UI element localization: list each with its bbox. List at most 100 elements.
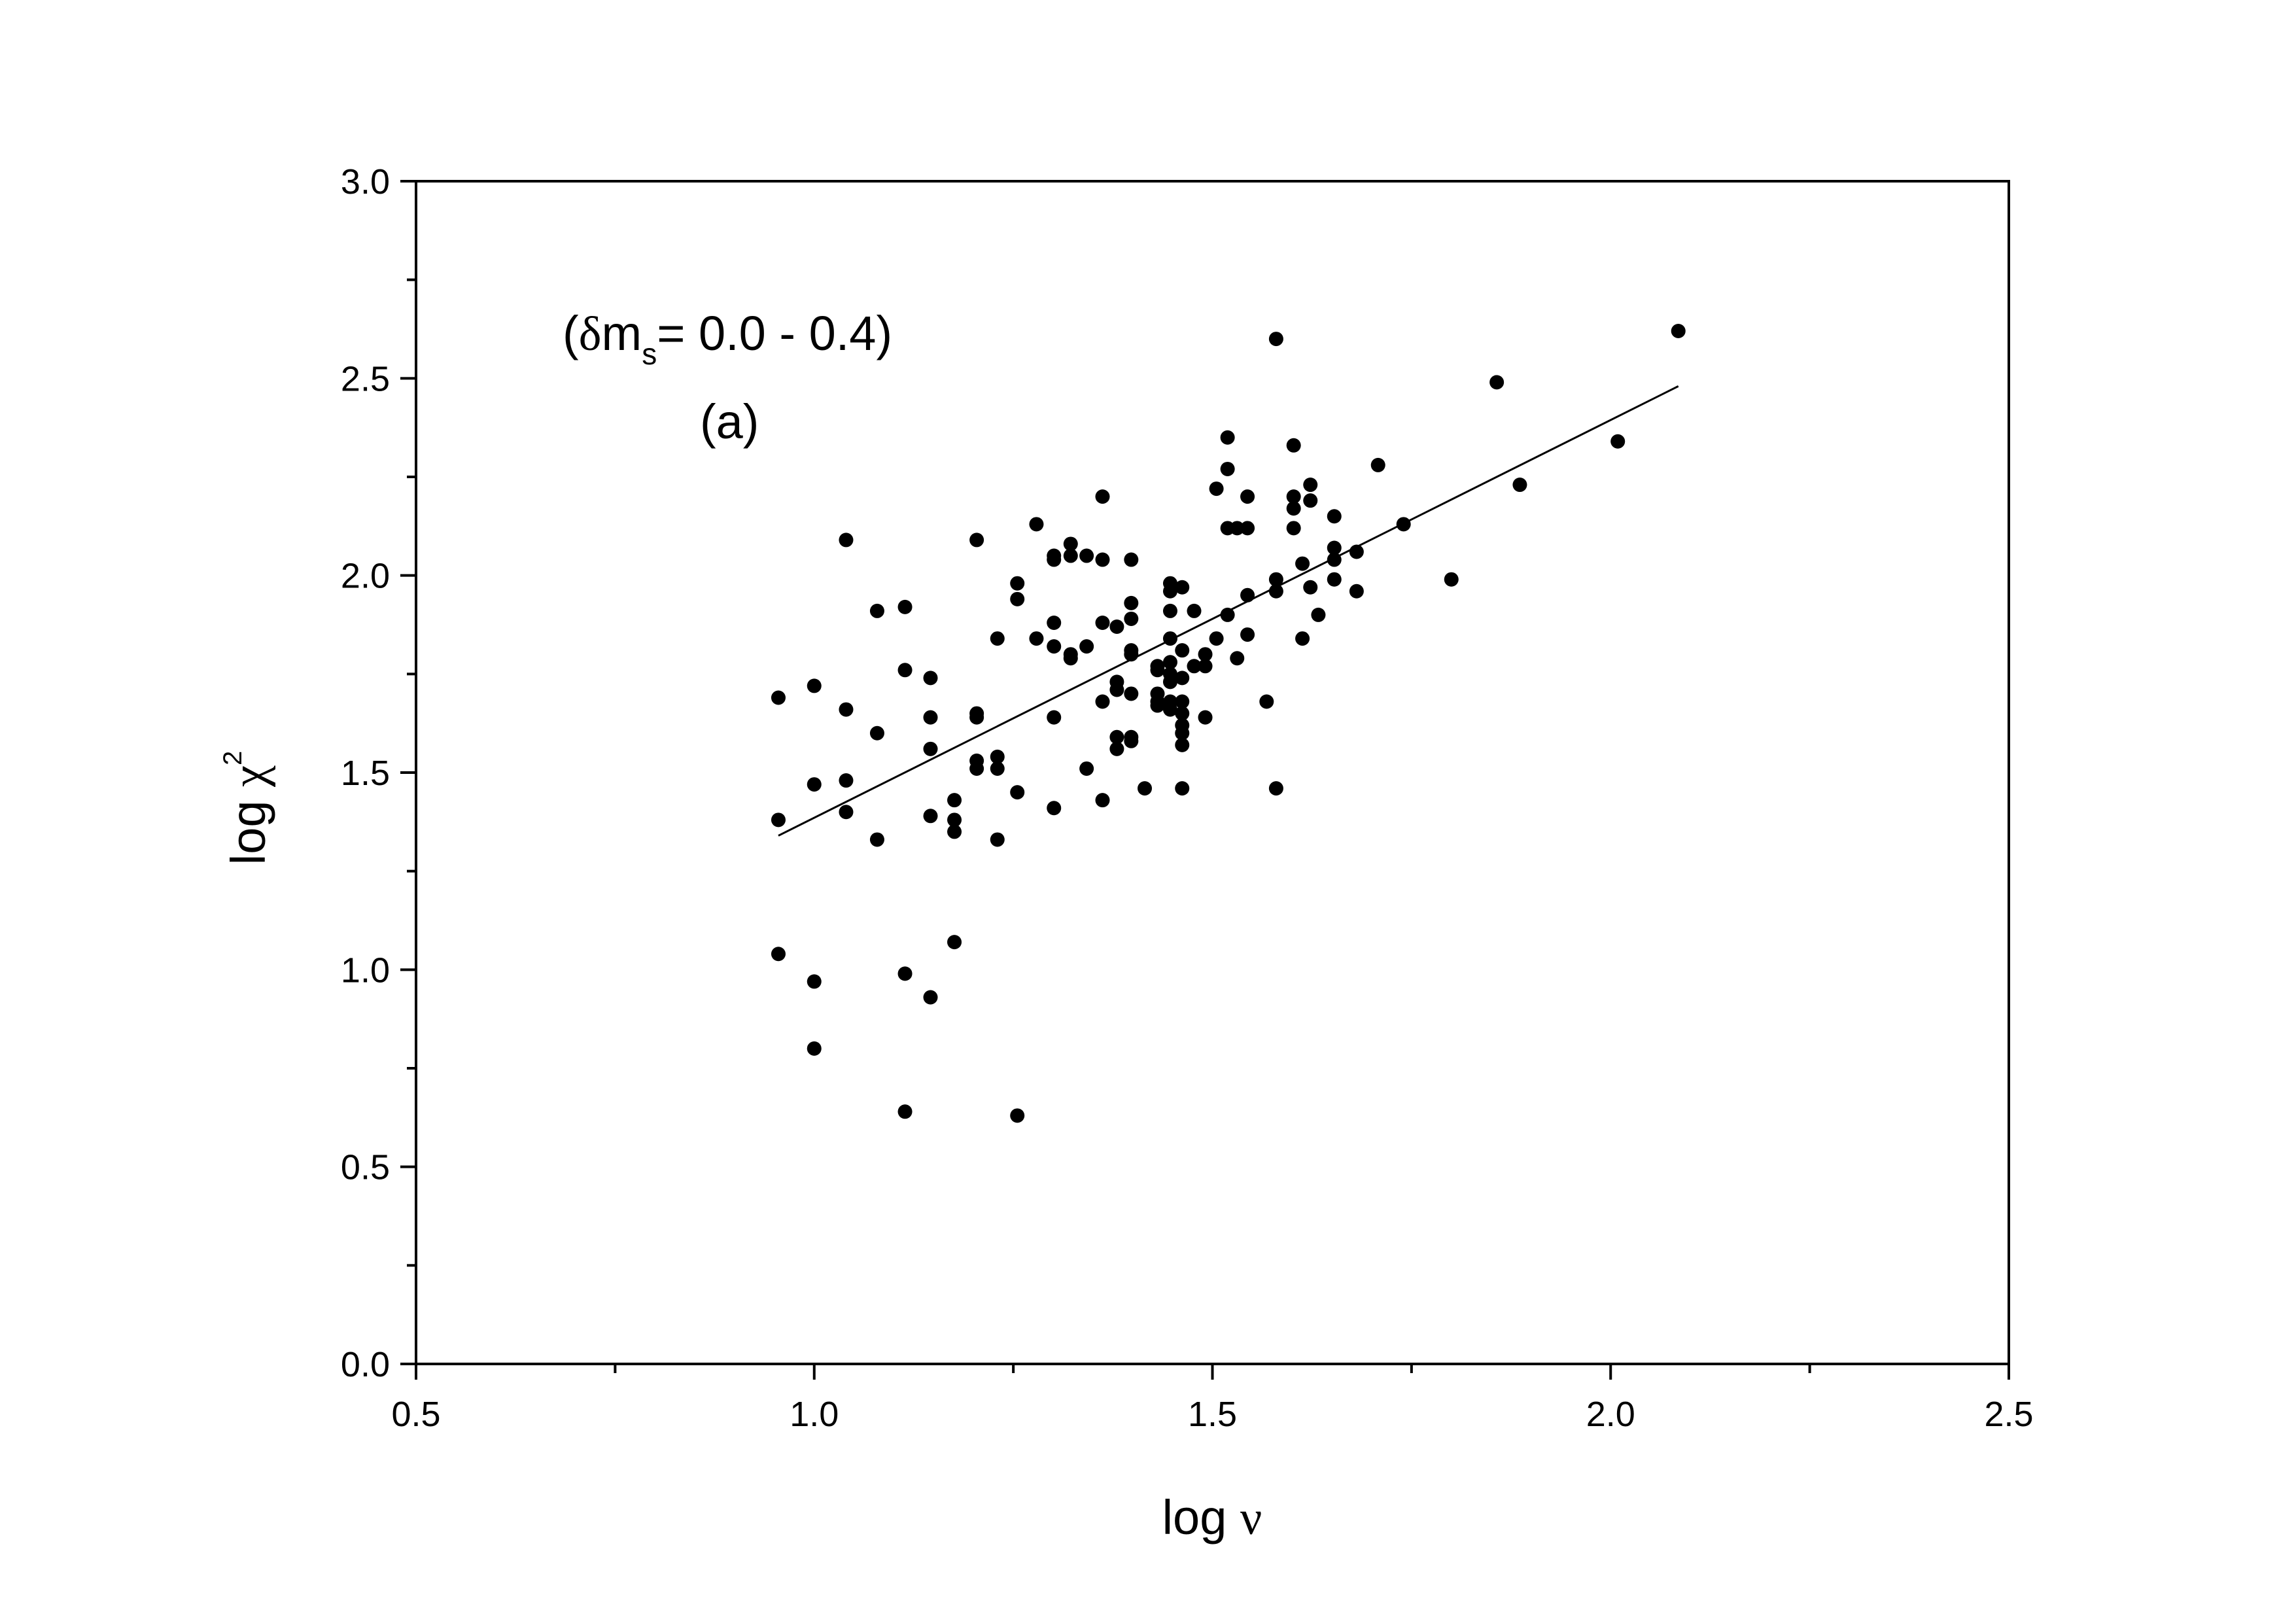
data-point [1095,793,1110,808]
data-point [1240,521,1255,536]
data-point [1230,521,1245,536]
data-point [771,812,786,828]
data-point [1175,643,1190,658]
data-point [1444,572,1459,587]
data-point [1079,639,1094,654]
data-point [897,1104,913,1119]
data-point [990,631,1005,646]
data-point [1396,517,1411,532]
data-point [1370,457,1385,472]
data-point [1187,659,1202,674]
x-tick-label: 0.5 [391,1395,440,1434]
data-point [1220,607,1235,622]
data-point [1162,631,1177,646]
data-point [1010,785,1025,800]
data-point [839,805,854,820]
data-point [1010,591,1025,606]
x-tick-label: 2.5 [1984,1395,2033,1434]
data-point [1209,631,1224,646]
data-point [771,690,786,705]
data-point [1047,552,1062,567]
data-point [923,741,938,756]
data-point [1327,509,1342,524]
panel-label: (a) [700,394,759,449]
data-point [1162,674,1177,689]
y-axis-title: log χ2 [218,751,276,865]
y-tick-label: 2.5 [341,359,390,398]
data-point [1268,781,1283,796]
data-point [1286,489,1301,504]
data-point [1295,631,1310,646]
data-point [1095,615,1110,630]
data-point [1198,659,1213,674]
data-point [947,824,962,839]
data-point [839,702,854,717]
data-point [947,793,962,808]
data-point [1063,536,1078,551]
data-point [807,974,822,989]
data-point [1162,702,1177,717]
data-point [1610,434,1626,449]
data-point [1349,544,1364,559]
data-point [1198,647,1213,662]
data-point [839,773,854,788]
data-point [1124,686,1139,701]
y-tick-label: 1.0 [341,951,390,990]
axis-tick-labels: 0.5 1.0 1.5 2.0 2.50.00.51.01.52.02.53.0 [341,162,2034,1434]
data-point [947,812,962,828]
data-point [1175,781,1190,796]
data-point [923,671,938,686]
data-point [897,663,913,678]
data-point [1671,324,1686,339]
data-point [897,966,913,981]
data-point [1175,737,1190,752]
data-point [1109,620,1124,635]
data-point [1063,651,1078,666]
data-point [1187,603,1202,618]
y-tick-label: 1.5 [341,754,390,793]
data-point [1029,517,1044,532]
data-point [869,603,884,618]
data-point [1311,607,1326,622]
data-point [990,749,1005,764]
data-point [1162,584,1177,599]
data-point [1150,663,1165,678]
data-point [1220,430,1235,445]
data-point [1010,576,1025,591]
y-tick-label: 3.0 [341,162,390,201]
data-point [1489,375,1505,390]
data-point [1303,478,1318,493]
data-point [1286,438,1301,453]
condition-annotation: (δms= 0.0 - 0.4) [563,306,892,371]
data-point [969,532,984,548]
data-point [1029,631,1044,646]
data-point [1327,572,1342,587]
data-point [1095,694,1110,709]
data-point [969,761,984,776]
data-point [1268,584,1283,599]
data-point [1240,587,1255,602]
data-point [869,725,884,741]
data-point [1175,725,1190,741]
x-tick-label: 1.5 [1188,1395,1237,1434]
data-point [1138,781,1153,796]
data-point [1095,489,1110,504]
data-point [1162,655,1177,670]
data-point [947,935,962,950]
data-point [1512,478,1527,493]
data-point [1327,552,1342,567]
data-point [1209,481,1224,497]
data-point [1124,647,1139,662]
data-point [1268,572,1283,587]
data-point [1175,671,1190,686]
data-point [897,599,913,614]
data-point [1095,552,1110,567]
data-point [1303,493,1318,508]
data-point [923,990,938,1005]
data-point [1047,615,1062,630]
data-point [771,947,786,962]
data-point [1240,489,1255,504]
data-point [1240,627,1255,642]
data-point [1109,741,1124,756]
